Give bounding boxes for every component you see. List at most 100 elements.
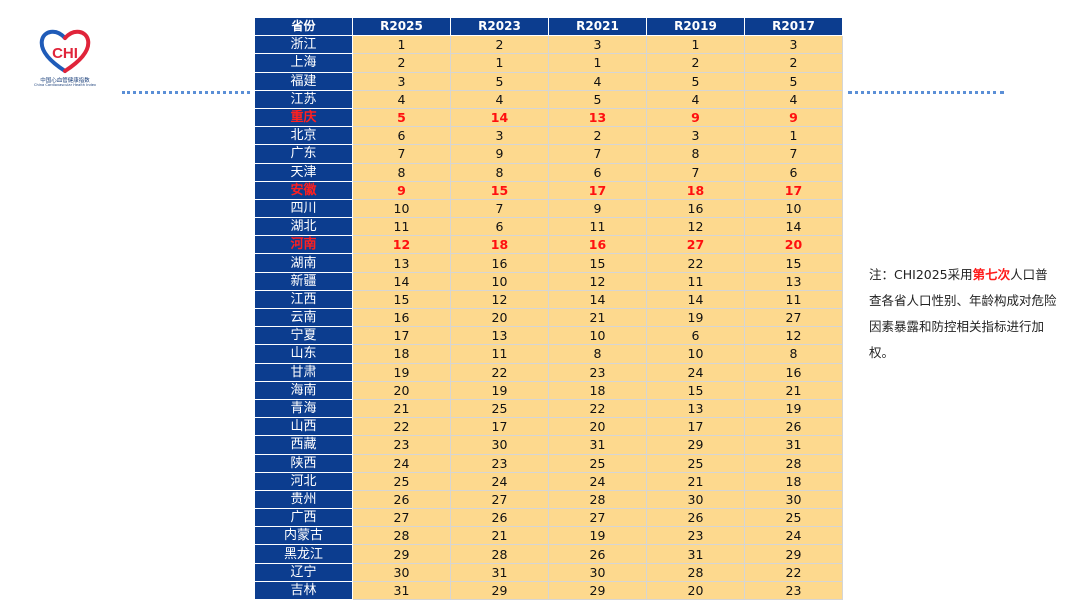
rank-cell: 13 bbox=[548, 107, 647, 128]
ranking-table: 省份 R2025 R2023 R2021 R2019 R2017 浙江 1 2 3 1 3… bbox=[254, 16, 843, 601]
rank-cell: 21 bbox=[548, 307, 647, 328]
rank-cell: 22 bbox=[450, 362, 549, 382]
rank-cell: 28 bbox=[352, 526, 451, 546]
rank-cell: 6 bbox=[352, 126, 451, 146]
rank-cell: 6 bbox=[548, 162, 647, 182]
table-body: 浙江 1 2 3 1 3 上海 2 1 1 2 2 福建 3 5 4 5 5 江苏 4 4 5 4 4 重庆 5 14 13 9 9 北京 6… bbox=[254, 35, 843, 601]
table-row: 浙江 1 2 3 1 3 bbox=[254, 35, 843, 55]
rank-cell: 9 bbox=[646, 107, 745, 128]
rank-cell: 6 bbox=[744, 162, 843, 182]
province-cell: 重庆 bbox=[254, 107, 353, 128]
rank-cell: 31 bbox=[744, 435, 843, 455]
rank-cell: 31 bbox=[352, 580, 451, 601]
rank-cell: 22 bbox=[548, 398, 647, 419]
rank-cell: 27 bbox=[744, 307, 843, 328]
table-row: 西藏 23 30 31 29 31 bbox=[254, 435, 843, 455]
rank-cell: 25 bbox=[646, 453, 745, 473]
rank-cell: 31 bbox=[450, 562, 549, 582]
rank-cell: 3 bbox=[646, 126, 745, 146]
rank-cell: 5 bbox=[646, 71, 745, 91]
rank-cell: 21 bbox=[646, 471, 745, 491]
province-cell: 内蒙古 bbox=[254, 526, 353, 546]
table-row: 福建 3 5 4 5 5 bbox=[254, 71, 843, 91]
table-row: 重庆 5 14 13 9 9 bbox=[254, 107, 843, 128]
rank-cell: 1 bbox=[744, 126, 843, 146]
rank-cell: 28 bbox=[744, 453, 843, 473]
rank-cell: 16 bbox=[744, 362, 843, 382]
rank-cell: 23 bbox=[744, 580, 843, 601]
rank-cell: 14 bbox=[548, 289, 647, 310]
rank-cell: 1 bbox=[646, 35, 745, 55]
rank-cell: 27 bbox=[548, 508, 647, 528]
rank-cell: 24 bbox=[744, 526, 843, 546]
rank-cell: 18 bbox=[646, 180, 745, 200]
rank-cell: 15 bbox=[450, 180, 549, 200]
rank-cell: 2 bbox=[744, 53, 843, 73]
table-row: 海南 20 19 18 15 21 bbox=[254, 380, 843, 400]
table-row: 天津 8 8 6 7 6 bbox=[254, 162, 843, 182]
rank-cell: 24 bbox=[352, 453, 451, 473]
rank-cell: 11 bbox=[548, 217, 647, 237]
rank-cell: 11 bbox=[450, 344, 549, 364]
rank-cell: 16 bbox=[352, 307, 451, 328]
heart-logo-icon: CHI bbox=[39, 29, 91, 73]
rank-cell: 17 bbox=[646, 417, 745, 437]
rank-cell: 12 bbox=[450, 289, 549, 310]
rank-cell: 29 bbox=[744, 544, 843, 564]
footnote: 注：CHI2025采用第七次人口普查各省人口性别、年龄构成对危险因素暴露和防控相… bbox=[869, 262, 1059, 366]
rank-cell: 20 bbox=[450, 307, 549, 328]
table-row: 甘肃 19 22 23 24 16 bbox=[254, 362, 843, 382]
table-row: 宁夏 17 13 10 6 12 bbox=[254, 326, 843, 346]
rank-cell: 13 bbox=[646, 398, 745, 419]
province-cell: 河南 bbox=[254, 235, 353, 255]
rank-cell: 16 bbox=[646, 198, 745, 219]
rank-cell: 20 bbox=[352, 380, 451, 400]
table-row: 辽宁 30 31 30 28 22 bbox=[254, 562, 843, 582]
rank-cell: 10 bbox=[646, 344, 745, 364]
header-province: 省份 bbox=[254, 16, 353, 37]
province-cell: 黑龙江 bbox=[254, 544, 353, 564]
header-r2021: R2021 bbox=[548, 16, 647, 37]
province-cell: 天津 bbox=[254, 162, 353, 182]
rank-cell: 1 bbox=[450, 53, 549, 73]
rank-cell: 18 bbox=[548, 380, 647, 400]
table-row: 四川 10 7 9 16 10 bbox=[254, 198, 843, 219]
rank-cell: 21 bbox=[450, 526, 549, 546]
rank-cell: 21 bbox=[744, 380, 843, 400]
rank-cell: 2 bbox=[646, 53, 745, 73]
rank-cell: 9 bbox=[352, 180, 451, 200]
rank-cell: 1 bbox=[548, 53, 647, 73]
rank-cell: 18 bbox=[450, 235, 549, 255]
rank-cell: 21 bbox=[352, 398, 451, 419]
rank-cell: 31 bbox=[548, 435, 647, 455]
rank-cell: 29 bbox=[450, 580, 549, 601]
rank-cell: 20 bbox=[646, 580, 745, 601]
rank-cell: 2 bbox=[352, 53, 451, 73]
table-row: 山西 22 17 20 17 26 bbox=[254, 417, 843, 437]
province-cell: 西藏 bbox=[254, 435, 353, 455]
rank-cell: 7 bbox=[450, 198, 549, 219]
province-cell: 甘肃 bbox=[254, 362, 353, 382]
rank-cell: 11 bbox=[744, 289, 843, 310]
rank-cell: 5 bbox=[352, 107, 451, 128]
rank-cell: 2 bbox=[450, 35, 549, 55]
table-row: 北京 6 3 2 3 1 bbox=[254, 126, 843, 146]
rank-cell: 8 bbox=[450, 162, 549, 182]
rank-cell: 27 bbox=[352, 508, 451, 528]
rank-cell: 8 bbox=[744, 344, 843, 364]
rank-cell: 8 bbox=[646, 144, 745, 164]
rank-cell: 22 bbox=[352, 417, 451, 437]
table-row: 新疆 14 10 12 11 13 bbox=[254, 271, 843, 291]
province-cell: 广西 bbox=[254, 508, 353, 528]
rank-cell: 4 bbox=[548, 71, 647, 91]
rank-cell: 3 bbox=[548, 35, 647, 55]
province-cell: 陕西 bbox=[254, 453, 353, 473]
rank-cell: 12 bbox=[646, 217, 745, 237]
footnote-suffix: 人口普查各省人口性别、年龄构成对危险因素暴露和防控相关指标进行加权。 bbox=[869, 267, 1057, 360]
province-cell: 云南 bbox=[254, 307, 353, 328]
rank-cell: 26 bbox=[352, 489, 451, 510]
rank-cell: 17 bbox=[450, 417, 549, 437]
rank-cell: 31 bbox=[646, 544, 745, 564]
province-cell: 上海 bbox=[254, 53, 353, 73]
rank-cell: 11 bbox=[352, 217, 451, 237]
